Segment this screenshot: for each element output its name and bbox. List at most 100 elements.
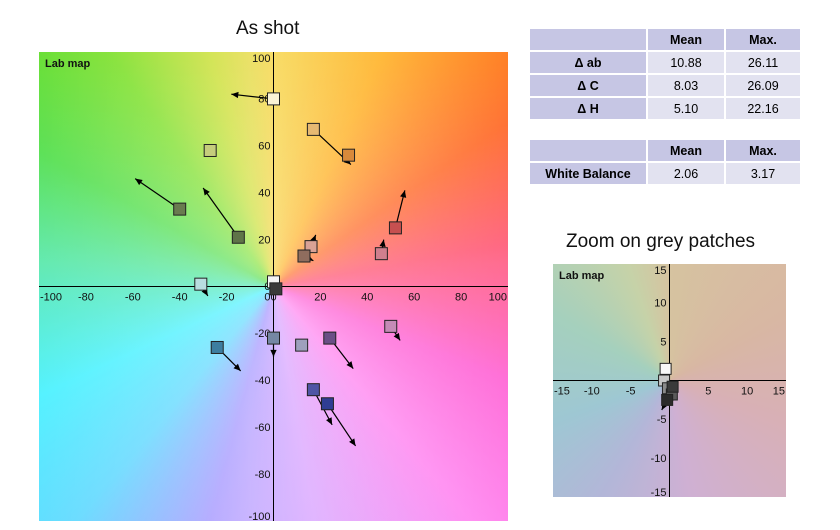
- patch-marker: [666, 380, 679, 393]
- patch-marker: [295, 338, 309, 352]
- x-tick-label: -15: [554, 386, 570, 398]
- delta-stats-table: Mean Max. Δ ab 10.88 26.11 Δ C 8.03 26.0…: [528, 27, 802, 121]
- shift-arrow-head: [231, 91, 239, 99]
- x-tick-label: -60: [125, 292, 141, 304]
- zoom-chart-title: Zoom on grey patches: [566, 231, 756, 252]
- main-scatter-svg: -100 -80 -60 -40 -20 0 20 40 60 80 100 -100 -80 -60 -4…: [39, 52, 508, 521]
- shift-arrow-line: [326, 403, 357, 447]
- table-header-mean: Mean: [648, 140, 724, 161]
- patch-marker: [320, 397, 334, 411]
- patch-marker: [374, 247, 388, 261]
- table-header-row: Mean Max.: [530, 29, 800, 50]
- patch-marker: [306, 383, 320, 397]
- white-balance-table: Mean Max. White Balance 2.06 3.17: [528, 138, 802, 186]
- shift-arrow-head: [346, 361, 354, 369]
- row-label: White Balance: [530, 163, 646, 184]
- patch-marker: [269, 282, 283, 296]
- table-row: Δ ab 10.88 26.11: [530, 52, 800, 73]
- patch-marker: [267, 331, 280, 345]
- table-row: Δ C 8.03 26.09: [530, 75, 800, 96]
- x-tick-label: -40: [172, 292, 188, 304]
- shift-arrow-line: [202, 187, 239, 238]
- y-tick-label: -100: [248, 511, 270, 521]
- patch-marker: [267, 92, 280, 106]
- table-header-max: Max.: [726, 140, 800, 161]
- patch-marker: [306, 122, 320, 136]
- mean-value: 2.06: [648, 163, 724, 184]
- patch-marker: [661, 393, 674, 406]
- mean-value: 10.88: [648, 52, 724, 73]
- mean-value: 8.03: [648, 75, 724, 96]
- y-tick-label: -10: [651, 453, 667, 465]
- y-tick-label: 20: [258, 234, 270, 246]
- shift-arrow-head: [326, 417, 333, 425]
- row-label: Δ ab: [530, 52, 646, 73]
- max-value: 26.09: [726, 75, 800, 96]
- table-header-max: Max.: [726, 29, 800, 50]
- row-label: Δ C: [530, 75, 646, 96]
- shift-arrow-head: [379, 239, 386, 248]
- patch-marker: [194, 277, 208, 291]
- zoom-lab-map-plot: -15 -10 -5 5 10 15 -15 -10 -5 5 10 15 Lab map: [553, 264, 786, 497]
- patch-marker: [659, 362, 672, 375]
- max-value: 26.11: [726, 52, 800, 73]
- main-lab-map-plot: -100 -80 -60 -40 -20 0 20 40 60 80 100 -100 -80 -60 -4…: [39, 52, 508, 521]
- patch-marker: [323, 331, 337, 345]
- x-tick-label: 15: [773, 386, 785, 398]
- max-value: 22.16: [726, 98, 800, 119]
- shift-arrow-line: [231, 93, 274, 100]
- patch-marker: [210, 340, 224, 354]
- max-value: 3.17: [726, 163, 800, 184]
- y-tick-label: 60: [258, 140, 270, 152]
- origin-tick-label: 0: [264, 292, 270, 304]
- shift-arrow-head: [400, 190, 407, 198]
- row-label: Δ H: [530, 98, 646, 119]
- patch-marker: [388, 221, 402, 235]
- x-tick-label: -10: [584, 386, 600, 398]
- patch-marker: [342, 148, 356, 162]
- table-row: Δ H 5.10 22.16: [530, 98, 800, 119]
- y-tick-label: -40: [255, 375, 271, 387]
- x-tick-label: 5: [705, 386, 711, 398]
- y-tick-label: -60: [255, 422, 271, 434]
- zoom-lab-map-label: Lab map: [559, 270, 605, 282]
- table-header-row: Mean Max.: [530, 140, 800, 161]
- y-tick-label: -15: [651, 487, 667, 497]
- table-row: White Balance 2.06 3.17: [530, 163, 800, 184]
- shift-arrow-head: [270, 349, 277, 357]
- table-header-blank: [530, 140, 646, 161]
- shift-arrow-line: [134, 178, 181, 210]
- patch-marker: [384, 319, 398, 333]
- x-tick-label: 20: [314, 292, 326, 304]
- y-tick-label: -80: [255, 469, 271, 481]
- shift-arrow-head: [135, 178, 143, 186]
- main-lab-map-label: Lab map: [45, 58, 91, 70]
- patch-marker: [231, 230, 245, 244]
- table-header-mean: Mean: [648, 29, 724, 50]
- mean-value: 5.10: [648, 98, 724, 119]
- patch-marker: [173, 202, 187, 216]
- y-tick-label: 40: [258, 187, 270, 199]
- y-tick-label: 100: [252, 53, 270, 65]
- patch-marker: [297, 249, 311, 263]
- x-tick-label: 80: [455, 292, 467, 304]
- x-tick-label: 10: [741, 386, 753, 398]
- zoom-scatter-svg: -15 -10 -5 5 10 15 -15 -10 -5 5 10 15: [553, 264, 786, 497]
- x-tick-label: -100: [40, 292, 62, 304]
- y-tick-label: -20: [255, 328, 271, 340]
- shift-arrow-head: [349, 438, 356, 446]
- y-tick-label: -5: [657, 414, 667, 426]
- y-tick-label: 15: [654, 265, 666, 277]
- x-tick-label: 0: [270, 292, 276, 304]
- x-tick-label: -20: [219, 292, 235, 304]
- shift-arrow-head: [393, 332, 401, 341]
- y-tick-label: 5: [660, 336, 666, 348]
- table-header-blank: [530, 29, 646, 50]
- x-tick-label: 40: [361, 292, 373, 304]
- y-tick-label: 10: [654, 298, 666, 310]
- main-chart-title: As shot: [236, 18, 300, 39]
- x-tick-label: 60: [408, 292, 420, 304]
- x-tick-label: -80: [78, 292, 94, 304]
- x-tick-label: 100: [489, 292, 507, 304]
- shift-arrow-head: [233, 363, 241, 371]
